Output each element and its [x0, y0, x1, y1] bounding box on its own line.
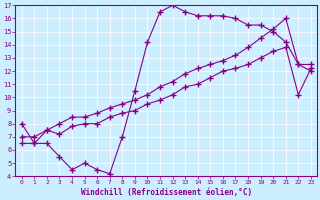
X-axis label: Windchill (Refroidissement éolien,°C): Windchill (Refroidissement éolien,°C): [81, 188, 252, 197]
